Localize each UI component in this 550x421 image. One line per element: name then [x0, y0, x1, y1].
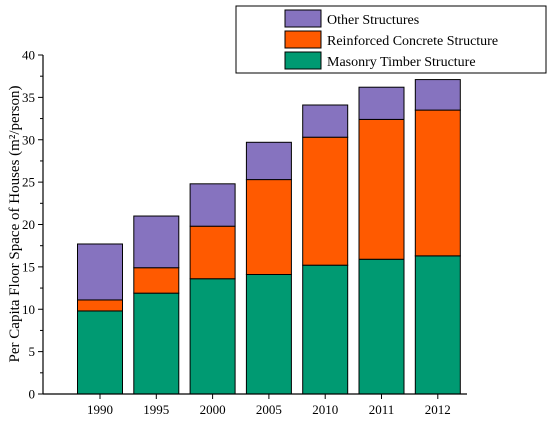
bars-layer: [77, 79, 461, 395]
x-tick-label-1995: 1995: [143, 402, 169, 417]
x-tick-label-2011: 2011: [369, 402, 395, 417]
legend-label-masonry-timber-structure: Masonry Timber Structure: [327, 55, 476, 70]
bar-reinforced-concrete-structure-1995: [133, 267, 180, 294]
y-tick-label-35: 35: [22, 90, 35, 105]
bar-reinforced-concrete-structure-2012: [414, 109, 461, 257]
bar-reinforced-concrete-structure-2005: [245, 179, 292, 275]
legend-swatch-other-structures: [284, 9, 322, 28]
y-tick-label-0: 0: [29, 387, 36, 402]
y-axis-label: Per Capita Floor Space of Houses (m²/per…: [7, 86, 23, 363]
bar-reinforced-concrete-structure-2011: [358, 118, 405, 260]
y-tick-label-30: 30: [22, 132, 35, 147]
y-tick-label-25: 25: [22, 175, 35, 190]
x-tick-label-2000: 2000: [200, 402, 226, 417]
bar-masonry-timber-structure-2005: [245, 274, 292, 395]
bar-other-structures-2000: [189, 183, 236, 227]
bar-other-structures-1990: [77, 243, 123, 301]
x-tick-label-2005: 2005: [256, 402, 282, 417]
bar-reinforced-concrete-structure-2010: [302, 136, 349, 266]
y-tick-label-40: 40: [22, 48, 35, 63]
bar-masonry-timber-structure-2011: [358, 258, 405, 395]
legend-swatch-reinforced-concrete-structure: [284, 30, 322, 49]
legend-swatch-masonry-timber-structure: [284, 51, 322, 70]
bar-masonry-timber-structure-2000: [189, 278, 236, 395]
y-tick-label-10: 10: [22, 302, 35, 317]
y-tick-label-5: 5: [29, 344, 36, 359]
bar-other-structures-2011: [358, 86, 405, 120]
bar-other-structures-2005: [245, 141, 292, 181]
bar-other-structures-1995: [133, 215, 180, 269]
legend-label-reinforced-concrete-structure: Reinforced Concrete Structure: [327, 34, 498, 49]
bar-reinforced-concrete-structure-2000: [189, 225, 236, 280]
bar-masonry-timber-structure-2010: [302, 264, 349, 395]
legend: Other Structures Reinforced Concrete Stru…: [235, 5, 547, 74]
y-tick-label-15: 15: [22, 259, 35, 274]
legend-label-other-structures: Other Structures: [327, 13, 419, 28]
y-tick-label-20: 20: [22, 217, 35, 232]
x-tick-label-2012: 2012: [425, 402, 451, 417]
x-tick-label-2010: 2010: [312, 402, 338, 417]
bar-masonry-timber-structure-1990: [77, 310, 123, 395]
bar-other-structures-2012: [414, 79, 461, 111]
bar-masonry-timber-structure-2012: [414, 255, 461, 395]
x-tick-label-1990: 1990: [87, 402, 113, 417]
bar-masonry-timber-structure-1995: [133, 292, 180, 395]
bar-other-structures-2010: [302, 104, 349, 138]
bar-reinforced-concrete-structure-1990: [77, 299, 123, 312]
axes-layer: 1990 1995 2000 2005 2010 2011 2012 0 5 10 15 20 25 30…: [22, 48, 467, 417]
